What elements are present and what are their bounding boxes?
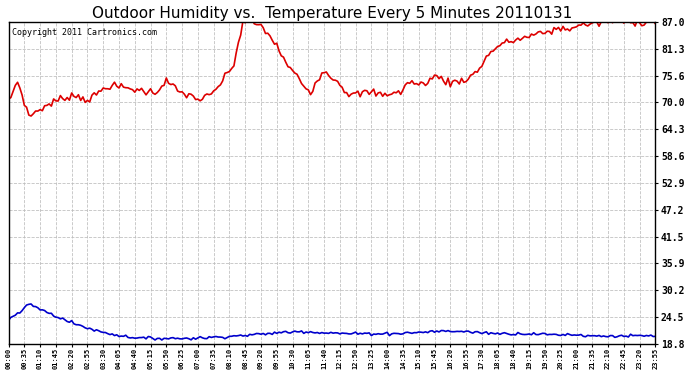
Text: Copyright 2011 Cartronics.com: Copyright 2011 Cartronics.com: [12, 28, 157, 37]
Title: Outdoor Humidity vs.  Temperature Every 5 Minutes 20110131: Outdoor Humidity vs. Temperature Every 5…: [92, 6, 572, 21]
